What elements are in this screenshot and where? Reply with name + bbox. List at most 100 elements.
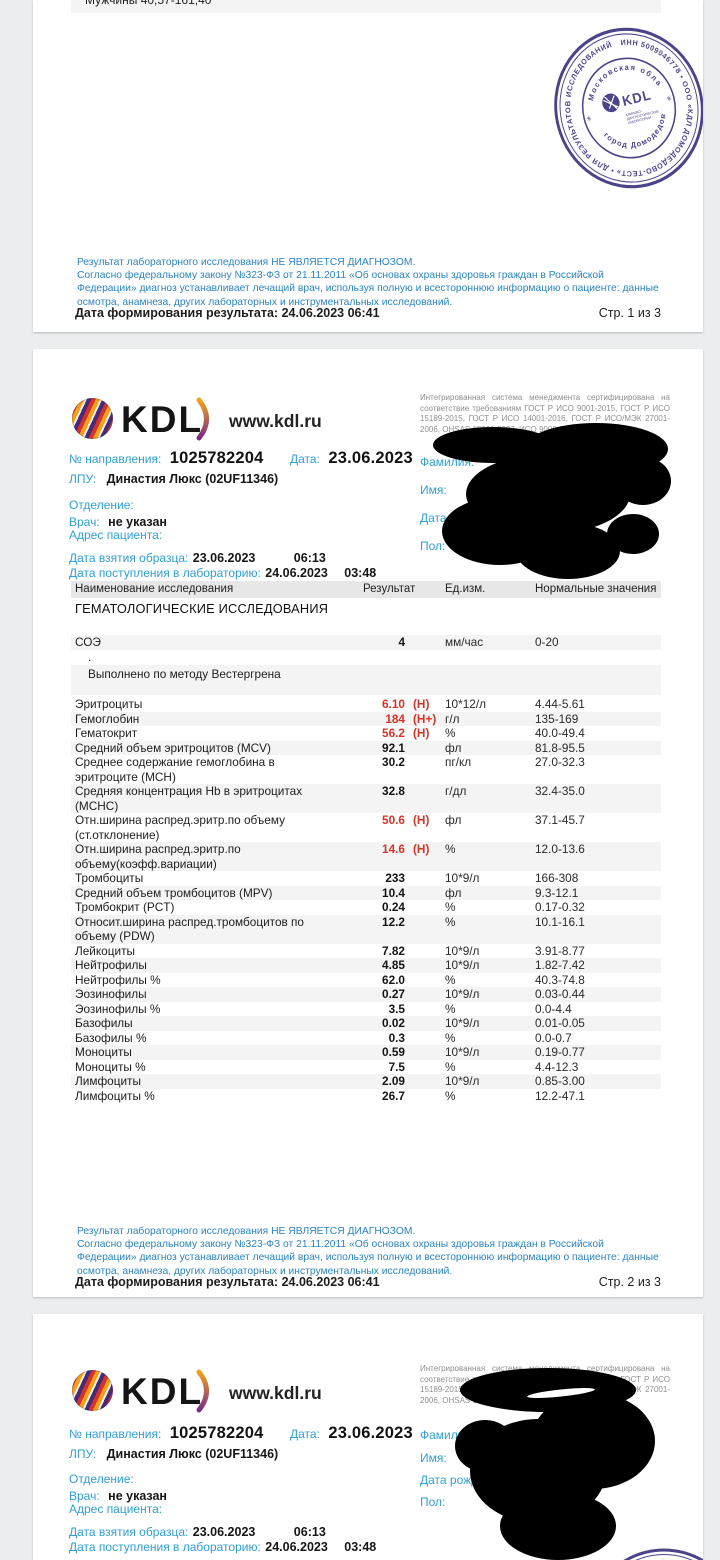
direction-value: 1025782204 <box>169 449 264 467</box>
doctor-value: не указан <box>108 1489 167 1503</box>
row-value: 30.2 <box>382 755 405 769</box>
row-name: Тромбокрит (PCT) <box>75 900 175 914</box>
row-value: 0.3 <box>388 1030 405 1045</box>
row-unit: 10*9/л <box>445 987 480 1001</box>
stamp-star-left: ✳ <box>585 114 593 123</box>
stamp-sub1: КЛИНИКО- <box>625 109 642 117</box>
sample-time: 06:13 <box>293 551 326 565</box>
lpu-value: Династия Люкс (02UF11346) <box>106 1447 279 1461</box>
department-label: Отделение: <box>69 498 134 512</box>
table-row: Эозинофилы 0.27 10*9/л 0.03-0.44 <box>71 987 661 1002</box>
row-value: 0.24 <box>382 900 405 914</box>
row-unit: % <box>445 842 456 856</box>
row-value: 56.2 <box>382 726 405 740</box>
row-name: Отн.ширина распред.эритр.по объему(коэфф… <box>75 842 241 871</box>
table-row: Гемоглобин 184 (Н+) г/л 135-169 <box>71 711 661 726</box>
page-number: Стр. 1 из 3 <box>598 306 661 320</box>
disclaimer-text: Согласно федеральному закону №323-ФЗ от … <box>77 1239 659 1277</box>
generated-value: 24.06.2023 06:41 <box>281 1275 380 1289</box>
table-row: Средний объем эритроцитов (MCV) 92.1 фл … <box>71 740 661 755</box>
table-row: Отн.ширина распред.эритр.по объему (ст.о… <box>71 813 661 842</box>
lab-results-table: Эритроциты 6.10 (Н) 10*12/л 4.44-5.61 Ге… <box>71 697 661 1103</box>
row-name: Относит.ширина распред.тромбоцитов по об… <box>75 914 304 944</box>
row-unit: 10*9/л <box>445 1074 480 1088</box>
table-row: Лимфоциты % 26.7 % 12.2-47.1 <box>71 1089 661 1104</box>
row-name: Средний объем тромбоцитов (MPV) <box>75 885 273 900</box>
row-value: 10.4 <box>382 885 405 900</box>
stamp-sub3: ЛАБОРАТОРИИ <box>627 115 652 125</box>
generated-value: 24.06.2023 06:41 <box>281 306 380 320</box>
report-page-2: KDL www.kdl.ru Интегрированная система м… <box>33 349 703 1297</box>
row-range: 12.0-13.6 <box>535 842 585 856</box>
received-label: Дата поступления в лабораторию: <box>69 1540 261 1554</box>
section-title: ГЕМАТОЛОГИЧЕСКИЕ ИССЛЕДОВАНИЯ <box>75 601 329 616</box>
generated-line: Дата формирования результата: 24.06.2023… <box>75 1275 380 1289</box>
row-flag: (Н) <box>413 726 430 740</box>
doctor-label: Врач: <box>69 1489 100 1503</box>
generated-label: Дата формирования результата: <box>75 306 279 320</box>
sex-label: Пол: <box>420 1495 446 1509</box>
sample-label: Дата взятия образца: <box>69 1525 189 1539</box>
received-date: 24.06.2023 <box>265 1540 328 1554</box>
row-range: 3.91-8.77 <box>535 943 585 958</box>
date-label: Дата: <box>289 452 320 466</box>
row-name: СОЭ <box>75 635 101 649</box>
received-label: Дата поступления в лабораторию: <box>69 566 261 580</box>
row-unit: % <box>445 726 456 740</box>
row-value: 26.7 <box>382 1088 405 1103</box>
col-norm-header: Нормальные значения <box>535 583 657 595</box>
date-value: 23.06.2023 <box>328 449 413 467</box>
sample-date: 23.06.2023 <box>192 1525 256 1539</box>
generated-label: Дата формирования результата: <box>75 1275 279 1289</box>
row-name: Базофилы <box>75 1016 133 1030</box>
stamp-brand-text: KDL <box>621 87 653 109</box>
direction-value: 1025782204 <box>169 1424 264 1442</box>
received-date: 24.06.2023 <box>265 566 328 580</box>
row-unit: % <box>445 1030 456 1045</box>
row-unit: % <box>445 972 456 987</box>
received-time: 03:48 <box>344 566 377 580</box>
row-name: Нейтрофилы % <box>75 972 161 987</box>
table-row: Эозинофилы % 3.5 % 0.0-4.4 <box>71 1002 661 1017</box>
kdl-chevron-icon <box>196 1369 209 1413</box>
row-value: 4.85 <box>382 958 405 972</box>
kdl-chevron-icon <box>196 397 209 441</box>
row-name: Моноциты <box>75 1045 132 1059</box>
row-name: Средняя концентрация Hb в эритроцитах (M… <box>75 784 303 813</box>
row-unit: 10*9/л <box>445 1045 480 1059</box>
kdl-globe-icon <box>72 1370 113 1411</box>
row-unit: % <box>445 1001 456 1016</box>
kdl-globe-icon <box>72 398 113 439</box>
lpu-label: ЛПУ: <box>69 472 97 486</box>
website-text: www.kdl.ru <box>229 411 322 431</box>
page-number: Стр. 2 из 3 <box>598 1275 661 1289</box>
table-row: Нейтрофилы 4.85 10*9/л 1.82-7.42 <box>71 958 661 973</box>
report-page-3: KDL www.kdl.ru Интегрированная система м… <box>33 1314 703 1560</box>
row-range: 0.0-0.7 <box>535 1030 572 1045</box>
direction-label: № направления: <box>69 452 162 466</box>
table-row: Тромбоциты 233 10*9/л 166-308 <box>71 871 661 886</box>
table-row: Моноциты % 7.5 % 4.4-12.3 <box>71 1060 661 1075</box>
redaction-blob <box>433 423 671 579</box>
table-row: Средний объем тромбоцитов (MPV) 10.4 фл … <box>71 885 661 900</box>
partial-row-stripe <box>71 0 661 13</box>
row-range: 1.82-7.42 <box>535 958 585 972</box>
row-flag: (Н+) <box>413 711 437 726</box>
redaction-blob <box>455 1368 655 1560</box>
row-name: Эозинофилы <box>75 987 147 1001</box>
row-value: 50.6 <box>382 813 405 827</box>
row-value: 14.6 <box>382 842 405 856</box>
row-unit: 10*9/л <box>445 943 480 958</box>
table-row: Нейтрофилы % 62.0 % 40.3-74.8 <box>71 973 661 988</box>
row-name: Лейкоциты <box>75 943 135 958</box>
row-value: 62.0 <box>382 972 405 987</box>
row-range: 0.03-0.44 <box>535 987 585 1001</box>
row-range: 9.3-12.1 <box>535 885 579 900</box>
direction-label: № направления: <box>69 1427 162 1441</box>
col-result-header: Результат <box>363 583 416 595</box>
row-range: 10.1-16.1 <box>535 914 585 929</box>
address-label: Адрес пациента: <box>69 528 163 542</box>
doctor-value: не указан <box>108 515 167 529</box>
row-range: 27.0-32.3 <box>535 755 585 769</box>
row-unit: г/л <box>445 711 460 726</box>
